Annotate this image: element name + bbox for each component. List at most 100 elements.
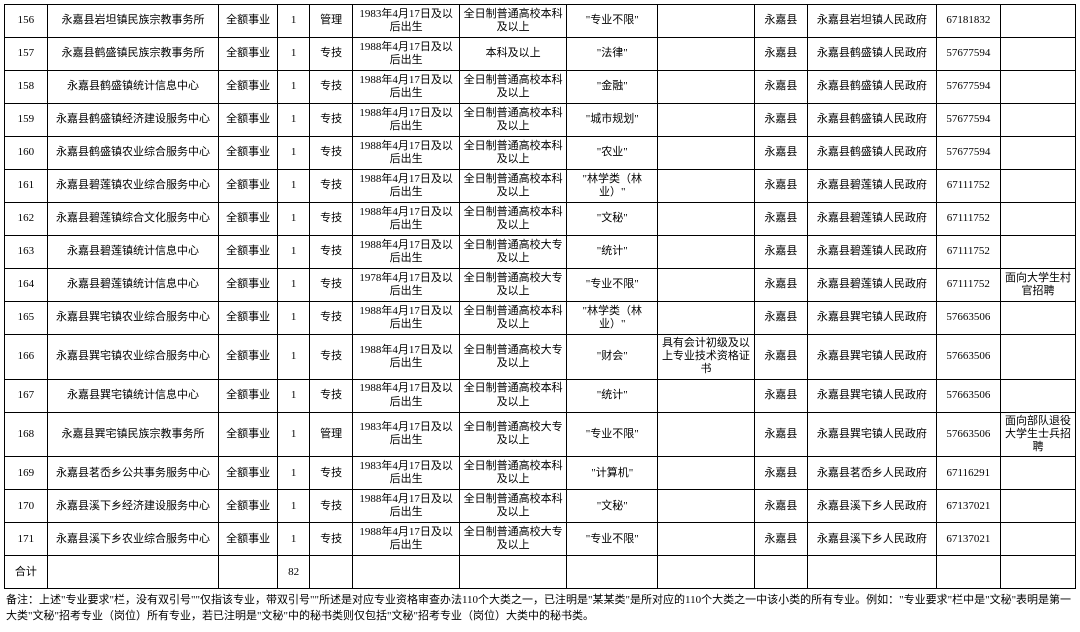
cell: 永嘉县 xyxy=(754,38,808,71)
cell: 永嘉县巽宅镇人民政府 xyxy=(808,335,937,380)
cell: 57677594 xyxy=(936,71,1000,104)
cell: 全额事业 xyxy=(219,412,278,457)
cell: 67111752 xyxy=(936,236,1000,269)
cell: 永嘉县 xyxy=(754,5,808,38)
cell: 永嘉县巽宅镇民族宗教事务所 xyxy=(47,412,218,457)
cell: "专业不限" xyxy=(567,523,658,556)
cell: 165 xyxy=(5,302,48,335)
cell: 永嘉县鹤盛镇人民政府 xyxy=(808,71,937,104)
cell: 1 xyxy=(278,170,310,203)
cell: 全日制普通高校本科及以上 xyxy=(460,170,567,203)
cell: "文秘" xyxy=(567,490,658,523)
cell: 1 xyxy=(278,412,310,457)
cell: 永嘉县碧莲镇统计信息中心 xyxy=(47,269,218,302)
cell: 1983年4月17日及以后出生 xyxy=(353,5,460,38)
cell: 1983年4月17日及以后出生 xyxy=(353,457,460,490)
cell: 164 xyxy=(5,269,48,302)
cell xyxy=(658,236,754,269)
cell: 全额事业 xyxy=(219,38,278,71)
cell: 永嘉县 xyxy=(754,104,808,137)
table-row: 164永嘉县碧莲镇统计信息中心全额事业1专技1978年4月17日及以后出生全日制… xyxy=(5,269,1076,302)
cell: 永嘉县碧莲镇综合文化服务中心 xyxy=(47,203,218,236)
cell: 57677594 xyxy=(936,38,1000,71)
cell: 67181832 xyxy=(936,5,1000,38)
cell: 1 xyxy=(278,269,310,302)
cell xyxy=(658,379,754,412)
cell xyxy=(658,137,754,170)
cell: 1988年4月17日及以后出生 xyxy=(353,203,460,236)
cell: 永嘉县碧莲镇农业综合服务中心 xyxy=(47,170,218,203)
table-row: 158永嘉县鹤盛镇统计信息中心全额事业1专技1988年4月17日及以后出生全日制… xyxy=(5,71,1076,104)
cell: 全额事业 xyxy=(219,302,278,335)
cell: 管理 xyxy=(310,412,353,457)
cell: 永嘉县 xyxy=(754,71,808,104)
cell: 合计 xyxy=(5,556,48,589)
cell xyxy=(658,170,754,203)
cell: 全日制普通高校本科及以上 xyxy=(460,5,567,38)
cell xyxy=(1000,457,1075,490)
cell: 全额事业 xyxy=(219,137,278,170)
cell: 1983年4月17日及以后出生 xyxy=(353,412,460,457)
cell xyxy=(1000,523,1075,556)
cell xyxy=(658,457,754,490)
cell: 全额事业 xyxy=(219,490,278,523)
cell: 163 xyxy=(5,236,48,269)
cell: 永嘉县碧莲镇人民政府 xyxy=(808,170,937,203)
cell: 1 xyxy=(278,236,310,269)
cell: 面向部队退役大学生士兵招聘 xyxy=(1000,412,1075,457)
cell: 永嘉县巽宅镇农业综合服务中心 xyxy=(47,302,218,335)
cell: "计算机" xyxy=(567,457,658,490)
cell: 1988年4月17日及以后出生 xyxy=(353,71,460,104)
cell: 全额事业 xyxy=(219,523,278,556)
cell xyxy=(1000,5,1075,38)
cell xyxy=(567,556,658,589)
cell xyxy=(658,71,754,104)
cell: 专技 xyxy=(310,236,353,269)
cell: "农业" xyxy=(567,137,658,170)
cell: 1988年4月17日及以后出生 xyxy=(353,137,460,170)
cell: 1 xyxy=(278,302,310,335)
cell: 永嘉县 xyxy=(754,379,808,412)
table-row: 166永嘉县巽宅镇农业综合服务中心全额事业1专技1988年4月17日及以后出生全… xyxy=(5,335,1076,380)
cell xyxy=(353,556,460,589)
cell: 160 xyxy=(5,137,48,170)
cell: 永嘉县鹤盛镇农业综合服务中心 xyxy=(47,137,218,170)
cell: 159 xyxy=(5,104,48,137)
cell: 永嘉县鹤盛镇统计信息中心 xyxy=(47,71,218,104)
cell: 专技 xyxy=(310,302,353,335)
cell: 永嘉县溪下乡人民政府 xyxy=(808,490,937,523)
cell: 1 xyxy=(278,457,310,490)
table-row: 168永嘉县巽宅镇民族宗教事务所全额事业1管理1983年4月17日及以后出生全日… xyxy=(5,412,1076,457)
cell xyxy=(1000,379,1075,412)
cell: 1988年4月17日及以后出生 xyxy=(353,104,460,137)
cell: 永嘉县 xyxy=(754,236,808,269)
cell: 本科及以上 xyxy=(460,38,567,71)
cell xyxy=(808,556,937,589)
cell: 永嘉县 xyxy=(754,335,808,380)
table-row: 165永嘉县巽宅镇农业综合服务中心全额事业1专技1988年4月17日及以后出生全… xyxy=(5,302,1076,335)
cell: 57663506 xyxy=(936,335,1000,380)
cell: 专技 xyxy=(310,203,353,236)
cell: 162 xyxy=(5,203,48,236)
cell: 永嘉县 xyxy=(754,457,808,490)
table-row: 156永嘉县岩坦镇民族宗教事务所全额事业1管理1983年4月17日及以后出生全日… xyxy=(5,5,1076,38)
cell: 158 xyxy=(5,71,48,104)
total-row: 合计82 xyxy=(5,556,1076,589)
cell: 67111752 xyxy=(936,170,1000,203)
cell: "文秘" xyxy=(567,203,658,236)
cell: 专技 xyxy=(310,170,353,203)
cell: 1988年4月17日及以后出生 xyxy=(353,335,460,380)
cell: "林学类（林业）" xyxy=(567,302,658,335)
cell: 1 xyxy=(278,379,310,412)
cell: 全日制普通高校本科及以上 xyxy=(460,137,567,170)
cell: 全额事业 xyxy=(219,170,278,203)
cell: 1988年4月17日及以后出生 xyxy=(353,302,460,335)
cell: "专业不限" xyxy=(567,269,658,302)
cell: "统计" xyxy=(567,236,658,269)
table-row: 163永嘉县碧莲镇统计信息中心全额事业1专技1988年4月17日及以后出生全日制… xyxy=(5,236,1076,269)
cell: 1 xyxy=(278,104,310,137)
cell: 永嘉县 xyxy=(754,203,808,236)
cell: 永嘉县碧莲镇人民政府 xyxy=(808,269,937,302)
cell: 永嘉县溪下乡农业综合服务中心 xyxy=(47,523,218,556)
cell: 57663506 xyxy=(936,412,1000,457)
